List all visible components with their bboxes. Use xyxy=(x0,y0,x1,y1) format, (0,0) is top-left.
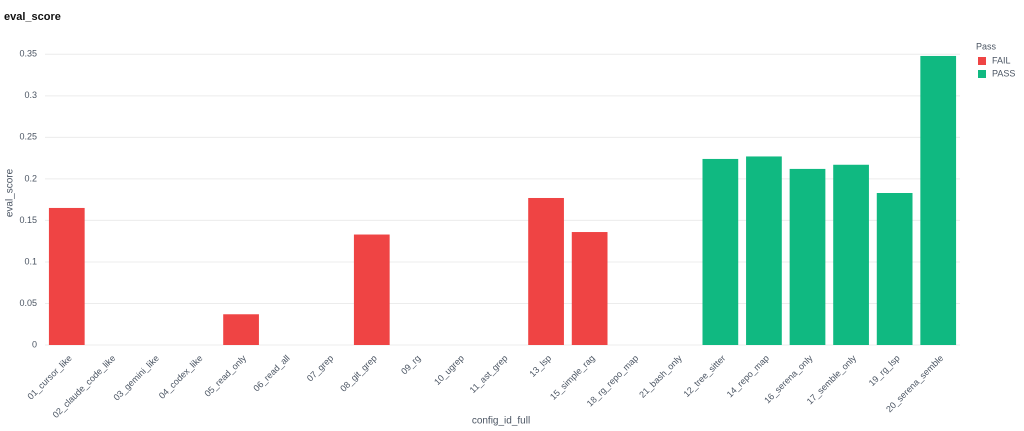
bar xyxy=(702,158,739,345)
x-tick-label: 07_grep xyxy=(305,353,335,383)
y-tick-label: 0 xyxy=(32,339,37,349)
x-tick-label: 13_lsp xyxy=(527,353,553,379)
y-tick-label: 0.35 xyxy=(19,49,37,59)
x-tick-label: 01_cursor_like xyxy=(25,353,73,401)
x-tick-label: 12_tree_sitter xyxy=(681,353,727,399)
x-tick-label: 05_read_only xyxy=(203,353,249,399)
bar xyxy=(528,197,564,345)
bar xyxy=(353,234,390,345)
y-tick-label: 0.1 xyxy=(24,256,37,266)
x-tick-label: 14_repo_map xyxy=(725,353,771,399)
bar xyxy=(833,164,869,345)
x-tick-label: 15_simple_rag xyxy=(548,353,597,402)
bar xyxy=(789,168,826,345)
x-tick-label: 08_git_grep xyxy=(338,353,379,394)
y-tick-label: 0.3 xyxy=(24,90,37,100)
bar xyxy=(876,193,913,345)
legend-label[interactable]: FAIL xyxy=(992,55,1011,65)
bar xyxy=(920,55,957,346)
x-tick-label: 04_codex_like xyxy=(157,353,205,401)
x-tick-label: 03_gemini_like xyxy=(111,353,161,403)
y-axis-title: eval_score xyxy=(5,168,16,217)
x-tick-label: 21_bash_only xyxy=(637,353,684,400)
legend-label[interactable]: PASS xyxy=(992,68,1015,78)
bar xyxy=(223,314,259,345)
legend-swatch[interactable] xyxy=(978,57,986,65)
x-tick-label: 11_ast_grep xyxy=(468,353,510,395)
x-tick-label: 09_rg xyxy=(399,353,422,376)
bar xyxy=(571,232,608,345)
y-tick-label: 0.2 xyxy=(24,173,37,183)
x-tick-label: 06_read_all xyxy=(251,353,291,393)
bar xyxy=(746,156,782,345)
y-tick-label: 0.05 xyxy=(19,298,37,308)
chart-title: eval_score xyxy=(4,11,61,23)
x-tick-label: 10_ugrep xyxy=(432,353,466,387)
y-tick-label: 0.25 xyxy=(19,132,37,142)
x-tick-label: 19_rg_lsp xyxy=(867,353,902,388)
y-tick-label: 0.15 xyxy=(19,215,37,225)
bar xyxy=(48,207,85,345)
legend-swatch[interactable] xyxy=(978,70,986,78)
legend-title: Pass xyxy=(976,41,997,51)
x-axis-title: config_id_full xyxy=(472,416,530,427)
